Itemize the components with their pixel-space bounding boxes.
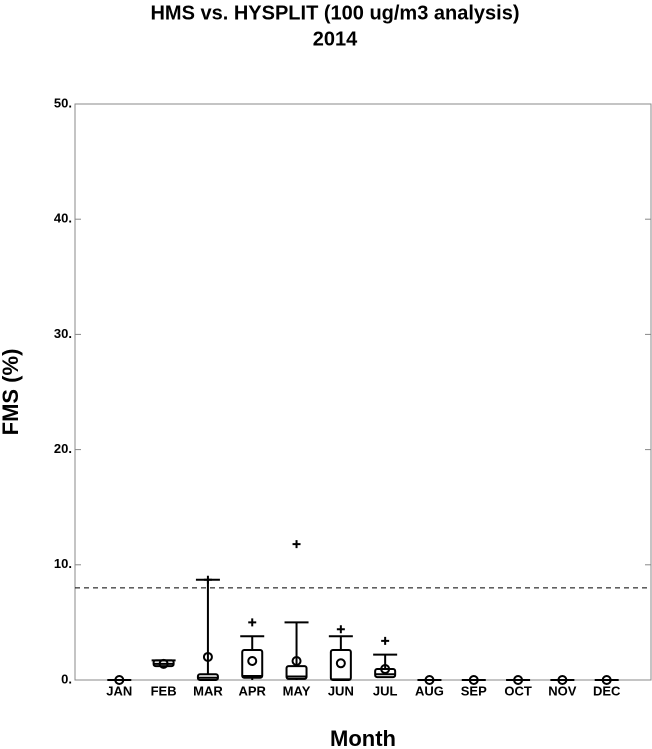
x-tick-label: MAR [193, 683, 223, 698]
outlier [381, 636, 390, 645]
x-tick-label: FEB [151, 683, 177, 698]
outlier [336, 625, 345, 634]
plot-frame [74, 103, 652, 681]
x-tick-label: JAN [106, 683, 132, 698]
mean [424, 675, 435, 685]
chart-title: HMS vs. HYSPLIT (100 ug/m3 analysis) [150, 2, 519, 24]
x-tick-label: NOV [548, 683, 577, 698]
chart-subtitle: 2014 [313, 28, 358, 50]
mean [557, 675, 568, 685]
outlier [248, 618, 257, 627]
x-tick-label: AUG [415, 683, 444, 698]
mean [601, 675, 612, 685]
outlier [203, 575, 212, 584]
y-tick-label: 20. [54, 441, 72, 456]
mean [158, 658, 169, 669]
box [374, 668, 397, 679]
box [241, 649, 264, 679]
box [285, 665, 308, 680]
x-tick-label: JUL [373, 683, 398, 698]
box [329, 649, 352, 681]
x-tick-label: SEP [461, 683, 487, 698]
y-axis-label: FMS (%) [0, 349, 23, 436]
x-tick-label: JUN [328, 683, 354, 698]
x-axis-label: Month [330, 726, 396, 749]
x-tick-label: OCT [504, 683, 532, 698]
y-tick-label: 40. [54, 211, 72, 226]
mean [202, 651, 213, 662]
x-tick-label: APR [239, 683, 267, 698]
mean [114, 675, 125, 685]
x-tick-label: MAY [283, 683, 311, 698]
x-tick-label: DEC [593, 683, 621, 698]
y-tick-label: 30. [54, 326, 72, 341]
mean [291, 655, 302, 666]
y-tick-label: 50. [54, 95, 72, 110]
mean [513, 675, 524, 685]
mean [380, 664, 391, 675]
mean [335, 658, 346, 669]
y-tick-label: 0. [61, 671, 72, 686]
mean [468, 675, 479, 685]
outlier [292, 540, 301, 549]
y-tick-label: 10. [54, 556, 72, 571]
mean [247, 655, 258, 666]
